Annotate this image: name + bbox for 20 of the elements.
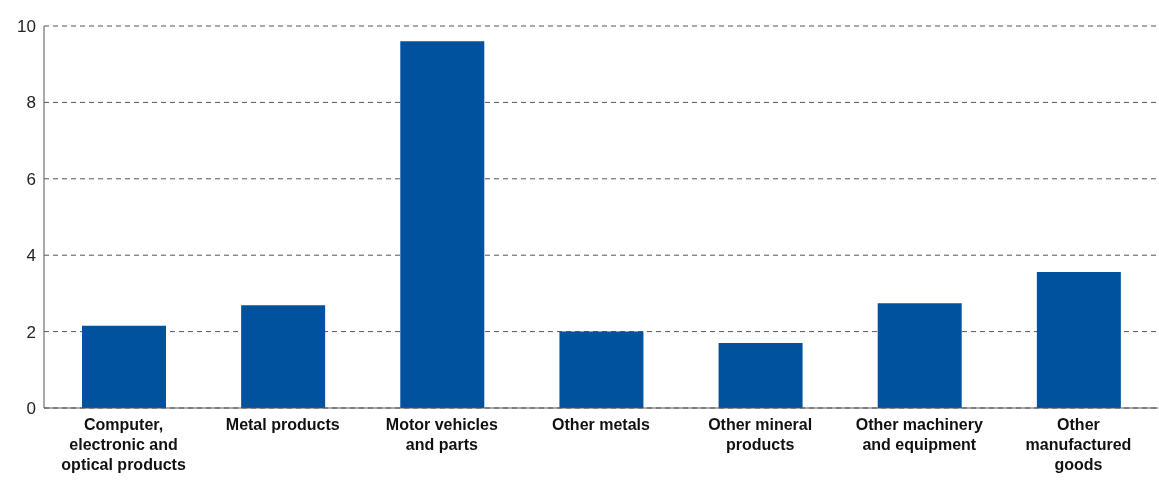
x-tick-label: Computer, electronic and optical products [61, 416, 186, 473]
bar [82, 325, 166, 408]
y-tick-label: 4 [26, 246, 36, 266]
bar [718, 343, 803, 408]
bar [400, 41, 485, 408]
bar [1036, 272, 1121, 408]
x-tick-label: Other manufactured goods [1025, 416, 1132, 473]
bar [877, 303, 962, 408]
x-tick-label: Other metals [552, 416, 651, 433]
y-tick-label: 8 [26, 93, 36, 113]
x-tick-label: Motor vehicles and parts [385, 416, 498, 453]
x-tick-label: Metal products [225, 416, 340, 433]
y-tick-label: 10 [17, 17, 36, 37]
x-tick-label: Other mineral products [708, 416, 813, 453]
x-tick-label: Other machinery and equipment [855, 416, 983, 453]
bar [559, 331, 644, 408]
y-tick-label: 2 [26, 322, 36, 342]
y-tick-label: 6 [26, 169, 36, 189]
bar [241, 305, 326, 408]
y-tick-label: 0 [26, 399, 36, 419]
